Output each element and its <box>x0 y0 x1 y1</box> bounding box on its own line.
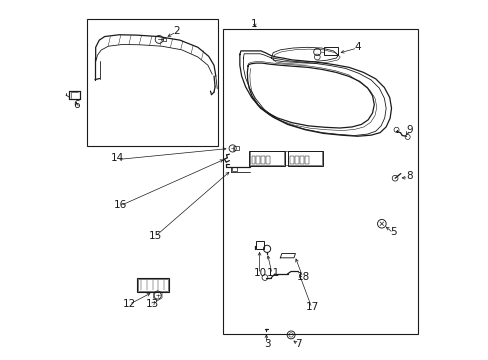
Text: 6: 6 <box>73 100 80 110</box>
Text: 8: 8 <box>406 171 412 181</box>
Bar <box>324 47 337 55</box>
Text: 2: 2 <box>173 26 179 36</box>
Bar <box>248 150 284 166</box>
Bar <box>231 167 237 171</box>
Bar <box>295 156 298 163</box>
Bar <box>256 156 260 163</box>
Text: 18: 18 <box>296 272 310 282</box>
Bar <box>137 278 169 292</box>
Bar <box>233 145 239 150</box>
Text: 9: 9 <box>406 125 412 135</box>
Bar <box>223 30 418 334</box>
Text: 15: 15 <box>149 231 162 240</box>
Bar <box>256 241 263 249</box>
Bar <box>249 151 283 165</box>
Text: 12: 12 <box>122 299 135 309</box>
Text: 16: 16 <box>113 200 126 210</box>
Bar <box>265 156 269 163</box>
Text: 14: 14 <box>110 153 123 163</box>
Text: 17: 17 <box>305 302 319 312</box>
Bar <box>86 19 217 146</box>
Bar <box>261 156 264 163</box>
Text: 13: 13 <box>145 299 159 309</box>
Text: 4: 4 <box>353 42 360 52</box>
Bar <box>287 151 322 165</box>
Text: 5: 5 <box>389 227 396 237</box>
Bar <box>305 156 308 163</box>
Bar <box>287 150 323 166</box>
Text: 11: 11 <box>266 268 279 278</box>
Text: 1: 1 <box>251 19 257 29</box>
Text: 7: 7 <box>294 339 301 349</box>
Text: 3: 3 <box>264 339 270 349</box>
Bar <box>300 156 304 163</box>
Bar <box>163 38 166 41</box>
Bar <box>290 156 293 163</box>
Bar <box>251 156 255 163</box>
Text: 10: 10 <box>254 268 266 278</box>
Bar <box>138 279 168 291</box>
